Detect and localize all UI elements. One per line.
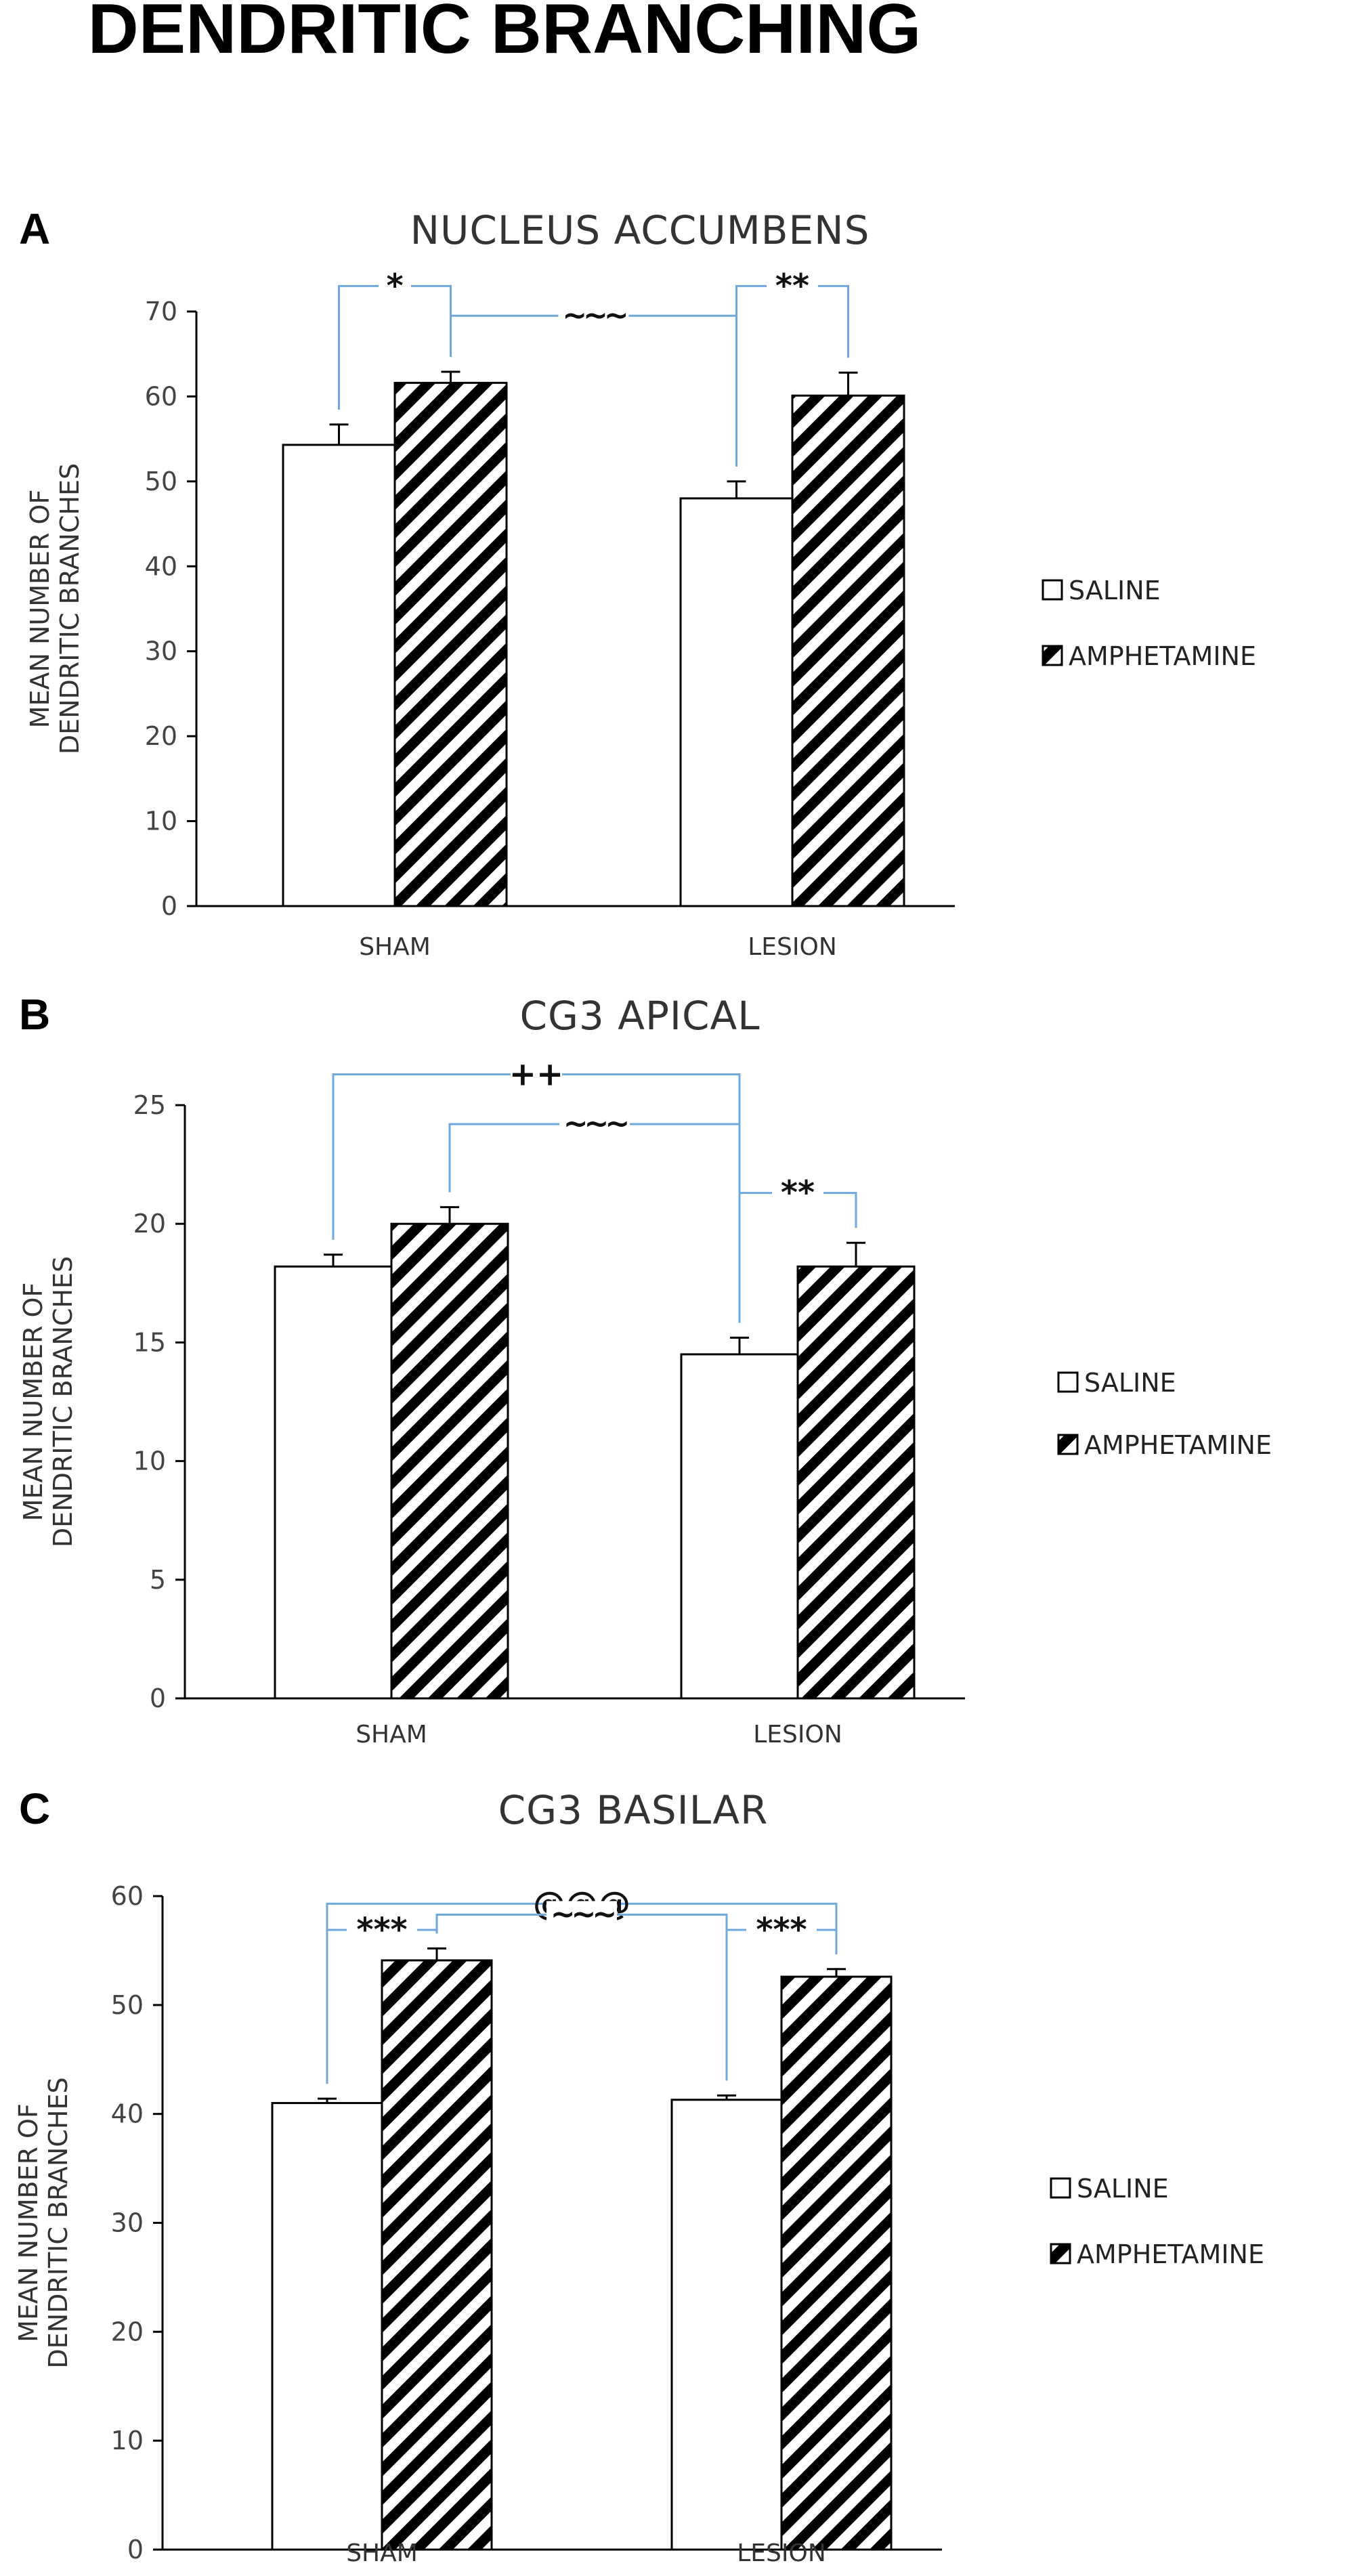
significance-label-bg [347, 1916, 417, 1944]
legend-swatch-saline [1057, 1371, 1079, 1393]
significance-label: ++ [509, 1055, 563, 1093]
x-tick-label: SHAM [359, 933, 431, 961]
y-tick-label: 30 [145, 637, 177, 666]
y-tick-label: 40 [145, 551, 177, 581]
significance-label-bg [767, 272, 818, 300]
y-tick-label: 70 [145, 297, 177, 326]
significance-label-bg [559, 1111, 630, 1138]
y-axis-label: MEAN NUMBER OF DENDRITIC BRANCHES [14, 2077, 73, 2368]
bar-saline-lesion [679, 497, 794, 907]
y-tick-label: 10 [111, 2426, 144, 2455]
y-axis-label-line1: MEAN NUMBER OF [14, 2103, 43, 2342]
x-tick-label: SHAM [346, 2539, 418, 2567]
y-axis-label-line2: DENDRITIC BRANCHES [43, 2077, 73, 2368]
figure-title: DENDRITIC BRANCHING [88, 0, 922, 68]
significance-label: ~~~ [551, 1897, 615, 1931]
significance-label: ~~~ [562, 298, 626, 332]
bar-amphetamine-lesion [780, 1975, 893, 2551]
chart-panel-a: A NUCLEUS ACCUMBENS MEAN NUMBER OF DENDRITI… [19, 205, 1256, 961]
y-tick-label: 0 [161, 891, 177, 921]
bar-saline-sham [282, 444, 396, 907]
significance-label: ~~~ [563, 1107, 628, 1141]
x-tick-label: LESION [737, 2539, 826, 2567]
significance-label: *** [356, 1911, 407, 1949]
y-axis-label: MEAN NUMBER OF DENDRITIC BRANCHES [18, 1256, 78, 1547]
y-axis-label-line1: MEAN NUMBER OF [18, 1283, 48, 1522]
significance-label-bg [746, 1916, 817, 1944]
chart-title: CG3 BASILAR [498, 1787, 769, 1833]
bar-saline-sham [271, 2102, 383, 2551]
legend-label-amphetamine: AMPHETAMINE [1084, 1430, 1272, 1460]
bar-amphetamine-sham [381, 1959, 493, 2551]
y-tick-label: 25 [133, 1090, 166, 1120]
bar-amphetamine-sham [390, 1222, 509, 1700]
legend-label-amphetamine: AMPHETAMINE [1077, 2239, 1264, 2269]
legend-swatch-amphetamine [1050, 2243, 1071, 2264]
significance-label-bg [379, 272, 411, 300]
bar-amphetamine-sham [393, 381, 508, 907]
panel-letter: B [19, 990, 50, 1039]
legend-swatch-saline [1042, 579, 1063, 601]
y-tick-label: 10 [145, 807, 177, 836]
y-tick-label: 20 [133, 1209, 166, 1239]
legend-swatch-saline [1050, 2177, 1071, 2199]
significance-label: ** [775, 267, 809, 305]
x-tick-label: LESION [748, 933, 837, 961]
y-tick-label: 30 [111, 2208, 144, 2238]
y-tick-label: 5 [150, 1565, 166, 1595]
legend-label-saline: SALINE [1084, 1368, 1176, 1398]
y-axis-label-line2: DENDRITIC BRANCHES [48, 1256, 78, 1547]
y-tick-label: 20 [111, 2317, 144, 2346]
significance-label-bg [511, 1060, 562, 1088]
y-tick-label: 0 [150, 1683, 166, 1713]
significance-label: ** [781, 1174, 815, 1212]
chart-title: NUCLEUS ACCUMBENS [410, 207, 870, 253]
bar-saline-sham [274, 1265, 393, 1700]
y-tick-label: 60 [111, 1881, 144, 1911]
x-tick-label: LESION [753, 1721, 842, 1748]
y-axis-label-line2: DENDRITIC BRANCHES [55, 463, 85, 754]
y-tick-label: 40 [111, 2099, 144, 2129]
y-tick-label: 10 [133, 1446, 166, 1476]
chart-panel-c: C CG3 BASILAR MEAN NUMBER OF DENDRITIC BRAN… [14, 1784, 1264, 2567]
bar-amphetamine-lesion [791, 394, 905, 907]
x-tick-label: SHAM [356, 1721, 427, 1748]
y-tick-label: 60 [145, 381, 177, 411]
significance-label-bg [546, 1901, 617, 1929]
chart-panel-b: B CG3 APICAL MEAN NUMBER OF DENDRITIC BRANC… [18, 990, 1272, 1748]
bar-saline-lesion [670, 2099, 783, 2551]
bar-saline-lesion [680, 1353, 799, 1700]
significance-label-bg [558, 302, 629, 330]
legend-label-amphetamine: AMPHETAMINE [1069, 641, 1256, 671]
panel-letter: C [19, 1784, 50, 1833]
significance-label-bg [772, 1179, 823, 1207]
y-tick-label: 15 [133, 1327, 166, 1357]
legend-swatch-amphetamine [1042, 645, 1063, 666]
significance-label: *** [756, 1911, 807, 1949]
panel-letter: A [19, 205, 50, 253]
legend-swatch-amphetamine [1057, 1434, 1079, 1455]
chart-title: CG3 APICAL [519, 993, 760, 1039]
y-tick-label: 20 [145, 721, 177, 751]
legend-label-saline: SALINE [1069, 576, 1161, 605]
y-tick-label: 50 [145, 467, 177, 496]
y-tick-label: 50 [111, 1990, 144, 2020]
y-tick-label: 0 [127, 2535, 144, 2564]
significance-label: * [386, 267, 403, 305]
y-axis-label: MEAN NUMBER OF DENDRITIC BRANCHES [25, 463, 85, 754]
y-axis-label-line1: MEAN NUMBER OF [25, 490, 55, 729]
bar-amphetamine-lesion [796, 1265, 916, 1700]
legend-label-saline: SALINE [1077, 2174, 1169, 2204]
